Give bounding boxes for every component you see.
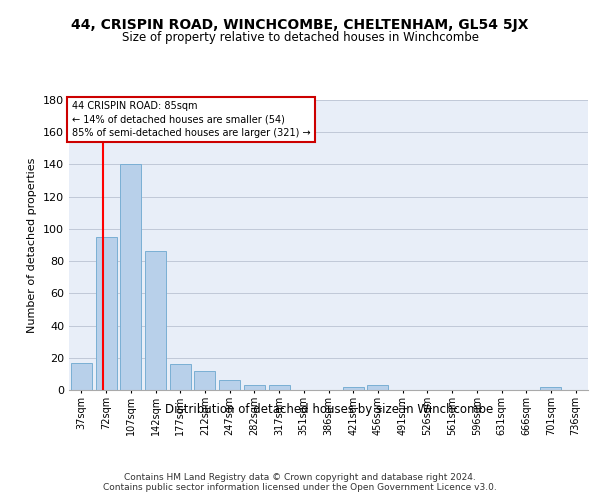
Bar — [367, 385, 388, 390]
Bar — [541, 387, 562, 390]
Text: 44, CRISPIN ROAD, WINCHCOMBE, CHELTENHAM, GL54 5JX: 44, CRISPIN ROAD, WINCHCOMBE, CHELTENHAM… — [71, 18, 529, 32]
Bar — [170, 364, 191, 390]
Bar — [343, 387, 364, 390]
Bar — [145, 252, 166, 390]
Bar — [269, 385, 290, 390]
Bar — [95, 237, 116, 390]
Bar — [244, 385, 265, 390]
Y-axis label: Number of detached properties: Number of detached properties — [28, 158, 37, 332]
Text: 44 CRISPIN ROAD: 85sqm
← 14% of detached houses are smaller (54)
85% of semi-det: 44 CRISPIN ROAD: 85sqm ← 14% of detached… — [71, 102, 310, 138]
Bar — [120, 164, 141, 390]
Text: Contains HM Land Registry data © Crown copyright and database right 2024.: Contains HM Land Registry data © Crown c… — [124, 472, 476, 482]
Text: Distribution of detached houses by size in Winchcombe: Distribution of detached houses by size … — [164, 402, 493, 415]
Text: Contains public sector information licensed under the Open Government Licence v3: Contains public sector information licen… — [103, 484, 497, 492]
Text: Size of property relative to detached houses in Winchcombe: Size of property relative to detached ho… — [121, 31, 479, 44]
Bar — [194, 370, 215, 390]
Bar — [71, 362, 92, 390]
Bar — [219, 380, 240, 390]
